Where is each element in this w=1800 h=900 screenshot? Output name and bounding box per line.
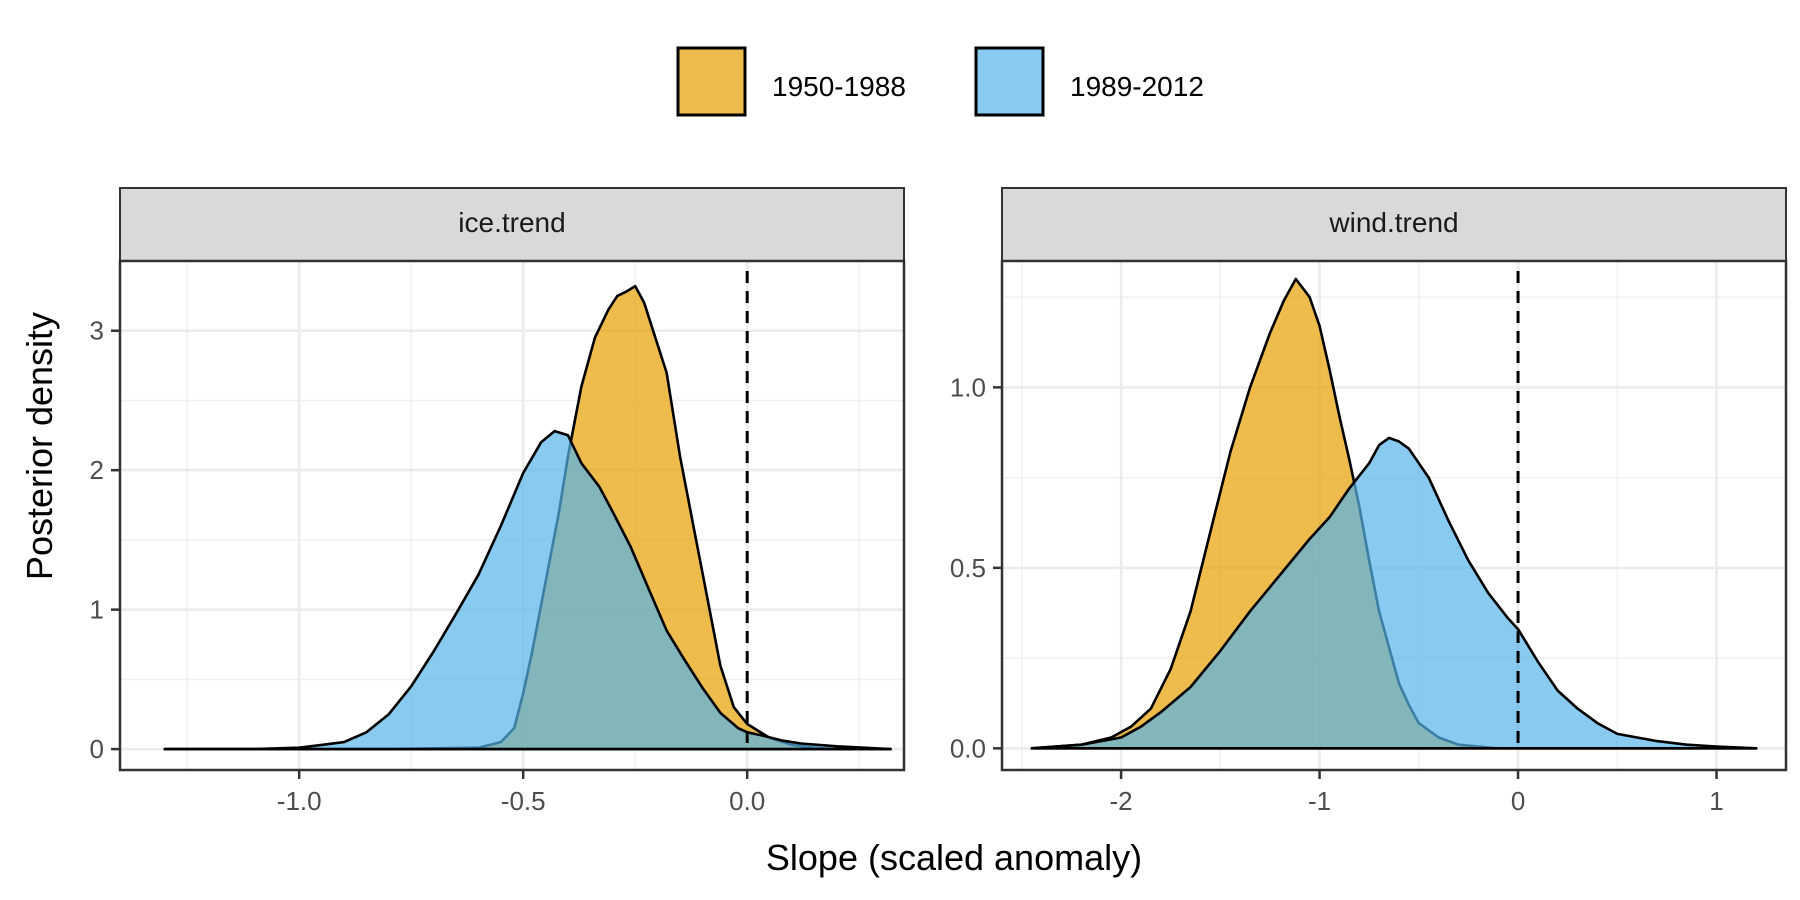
y-tick-label: 0.5 [950,553,986,583]
y-tick-label: 0.0 [950,733,986,763]
facet-panels: ice.trend -1.0 -0.5 0.0 0 1 2 3 wind.trend -2 -1 0 1… [90,187,1788,816]
legend-key-1 [974,46,1045,117]
y-axis-title: Posterior density [19,312,60,580]
y-tick-label: 3 [90,316,104,346]
x-axis-title: Slope (scaled anomaly) [766,837,1142,878]
y-tick-label: 1 [90,595,104,625]
panel-border [1000,259,1788,772]
panel-ice.trend: ice.trend -1.0 -0.5 0.0 0 1 2 3 [90,187,906,816]
x-tick-label: -2 [1110,786,1133,816]
x-tick-label: -1 [1308,786,1331,816]
x-tick-label: -1.0 [277,786,322,816]
legend-key-0 [676,46,747,117]
x-tick-label: 1 [1709,786,1723,816]
strip-label: wind.trend [1328,207,1458,238]
legend-label-0: 1950-1988 [772,71,906,102]
strip-label: ice.trend [458,207,565,238]
legend-label-1: 1989-2012 [1070,71,1204,102]
legend: 1950-1988 1989-2012 [676,46,1204,117]
density-area-1989-2012 [163,429,892,751]
y-tick-label: 2 [90,455,104,485]
y-tick-label: 1.0 [950,372,986,402]
y-tick-label: 0 [90,734,104,764]
strip-background [1001,187,1787,262]
density-area-1989-2012 [1030,436,1758,750]
panel-border [118,259,906,772]
x-tick-label: -0.5 [501,786,546,816]
strip-background [119,187,905,262]
x-tick-label: 0 [1511,786,1525,816]
panel-wind.trend: wind.trend -2 -1 0 1 0.0 0.5 1.0 [950,187,1788,816]
x-tick-label: 0.0 [729,786,765,816]
